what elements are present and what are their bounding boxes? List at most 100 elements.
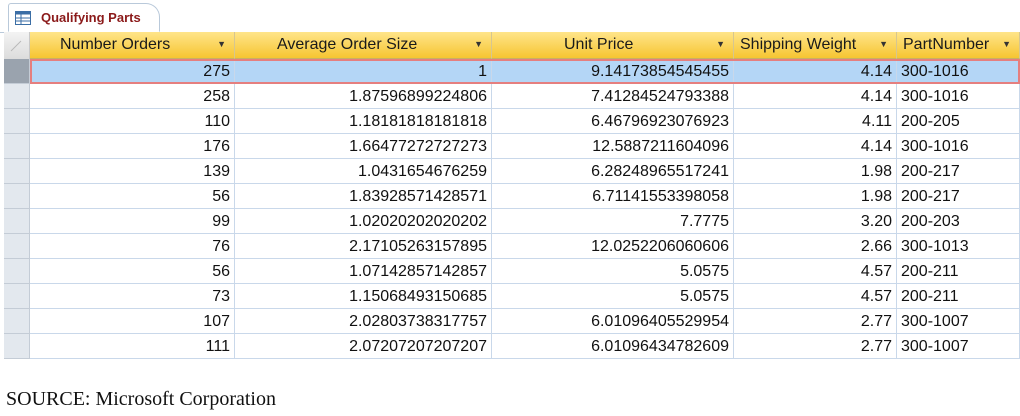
cell-number-orders[interactable]: 73	[30, 284, 235, 309]
cell-average-order-size[interactable]: 2.07207207207207	[235, 334, 492, 359]
cell-average-order-size[interactable]: 1.07142857142857	[235, 259, 492, 284]
cell-number-orders[interactable]: 110	[30, 109, 235, 134]
cell-partnumber[interactable]: 300-1016	[897, 84, 1020, 109]
cell-partnumber[interactable]: 300-1016	[897, 134, 1020, 159]
column-header-shipping-weight[interactable]: Shipping Weight ▼	[734, 32, 897, 59]
table-row[interactable]: 76 2.17105263157895 12.0252206060606 2.66 30…	[4, 234, 1020, 259]
table-row[interactable]: 110 1.18181818181818 6.46796923076923 4.11 2…	[4, 109, 1020, 134]
cell-shipping-weight[interactable]: 4.57	[734, 259, 897, 284]
select-all-corner[interactable]	[4, 32, 30, 59]
cell-number-orders[interactable]: 258	[30, 84, 235, 109]
cell-shipping-weight[interactable]: 2.77	[734, 309, 897, 334]
cell-partnumber[interactable]: 200-217	[897, 184, 1020, 209]
cell-shipping-weight[interactable]: 4.14	[734, 134, 897, 159]
cell-partnumber[interactable]: 200-217	[897, 159, 1020, 184]
row-selector[interactable]	[4, 59, 30, 84]
cell-shipping-weight[interactable]: 4.57	[734, 284, 897, 309]
table-row[interactable]: 275 1 9.14173854545455 4.14 300-1016	[4, 59, 1020, 84]
table-row[interactable]: 56 1.07142857142857 5.0575 4.57 200-211	[4, 259, 1020, 284]
cell-unit-price[interactable]: 6.01096405529954	[492, 309, 734, 334]
row-selector[interactable]	[4, 334, 30, 359]
cell-unit-price[interactable]: 5.0575	[492, 259, 734, 284]
cell-number-orders[interactable]: 275	[30, 59, 235, 84]
cell-shipping-weight[interactable]: 3.20	[734, 209, 897, 234]
cell-partnumber[interactable]: 300-1007	[897, 334, 1020, 359]
cell-average-order-size[interactable]: 1.83928571428571	[235, 184, 492, 209]
column-header-partnumber[interactable]: PartNumber ▼	[897, 32, 1020, 59]
cell-number-orders[interactable]: 139	[30, 159, 235, 184]
row-selector[interactable]	[4, 259, 30, 284]
row-selector[interactable]	[4, 234, 30, 259]
cell-partnumber[interactable]: 200-211	[897, 284, 1020, 309]
column-header-average-order-size[interactable]: Average Order Size ▼	[235, 32, 492, 59]
cell-number-orders[interactable]: 107	[30, 309, 235, 334]
column-header-number-orders[interactable]: Number Orders ▼	[30, 32, 235, 59]
cell-partnumber[interactable]: 200-211	[897, 259, 1020, 284]
cell-number-orders[interactable]: 76	[30, 234, 235, 259]
cell-partnumber[interactable]: 300-1013	[897, 234, 1020, 259]
cell-average-order-size[interactable]: 1.0431654676259	[235, 159, 492, 184]
row-selector[interactable]	[4, 109, 30, 134]
column-header-label: PartNumber	[903, 36, 990, 53]
cell-average-order-size[interactable]: 1.87596899224806	[235, 84, 492, 109]
cell-number-orders[interactable]: 56	[30, 184, 235, 209]
cell-shipping-weight[interactable]: 4.11	[734, 109, 897, 134]
cell-number-orders[interactable]: 99	[30, 209, 235, 234]
cell-partnumber[interactable]: 200-203	[897, 209, 1020, 234]
cell-unit-price[interactable]: 6.28248965517241	[492, 159, 734, 184]
dropdown-arrow-icon[interactable]: ▼	[716, 39, 725, 49]
table-row[interactable]: 99 1.02020202020202 7.7775 3.20 200-203	[4, 209, 1020, 234]
row-selector[interactable]	[4, 184, 30, 209]
cell-unit-price[interactable]: 12.5887211604096	[492, 134, 734, 159]
cell-unit-price[interactable]: 12.0252206060606	[492, 234, 734, 259]
cell-unit-price[interactable]: 6.01096434782609	[492, 334, 734, 359]
table-row[interactable]: 258 1.87596899224806 7.41284524793388 4.14 3…	[4, 84, 1020, 109]
cell-number-orders[interactable]: 176	[30, 134, 235, 159]
cell-partnumber[interactable]: 200-205	[897, 109, 1020, 134]
cell-unit-price[interactable]: 7.7775	[492, 209, 734, 234]
cell-shipping-weight[interactable]: 4.14	[734, 59, 897, 84]
row-selector[interactable]	[4, 284, 30, 309]
column-header-row: Number Orders ▼ Average Order Size ▼ Uni…	[4, 32, 1020, 59]
cell-unit-price[interactable]: 9.14173854545455	[492, 59, 734, 84]
cell-partnumber[interactable]: 300-1007	[897, 309, 1020, 334]
cell-average-order-size[interactable]: 1.18181818181818	[235, 109, 492, 134]
datasheet-grid: Number Orders ▼ Average Order Size ▼ Uni…	[4, 32, 1020, 362]
row-selector[interactable]	[4, 84, 30, 109]
table-row[interactable]: 107 2.02803738317757 6.01096405529954 2.77 3…	[4, 309, 1020, 334]
cell-shipping-weight[interactable]: 4.14	[734, 84, 897, 109]
cell-average-order-size[interactable]: 2.17105263157895	[235, 234, 492, 259]
cell-unit-price[interactable]: 6.71141553398058	[492, 184, 734, 209]
cell-unit-price[interactable]: 7.41284524793388	[492, 84, 734, 109]
cell-shipping-weight[interactable]: 2.77	[734, 334, 897, 359]
table-row[interactable]: 111 2.07207207207207 6.01096434782609 2.77 3…	[4, 334, 1020, 359]
cell-shipping-weight[interactable]: 1.98	[734, 184, 897, 209]
cell-number-orders[interactable]: 56	[30, 259, 235, 284]
dropdown-arrow-icon[interactable]: ▼	[474, 39, 483, 49]
cell-average-order-size[interactable]: 1.66477272727273	[235, 134, 492, 159]
row-selector[interactable]	[4, 159, 30, 184]
cell-unit-price[interactable]: 6.46796923076923	[492, 109, 734, 134]
row-selector[interactable]	[4, 309, 30, 334]
row-selector[interactable]	[4, 134, 30, 159]
table-row[interactable]: 176 1.66477272727273 12.5887211604096 4.14 3…	[4, 134, 1020, 159]
cell-shipping-weight[interactable]: 1.98	[734, 159, 897, 184]
cell-average-order-size[interactable]: 1	[235, 59, 492, 84]
cell-average-order-size[interactable]: 1.02020202020202	[235, 209, 492, 234]
column-header-unit-price[interactable]: Unit Price ▼	[492, 32, 734, 59]
tab-qualifying-parts[interactable]: Qualifying Parts	[8, 3, 160, 32]
dropdown-arrow-icon[interactable]: ▼	[217, 39, 226, 49]
dropdown-arrow-icon[interactable]: ▼	[879, 39, 888, 49]
cell-number-orders[interactable]: 111	[30, 334, 235, 359]
row-selector[interactable]	[4, 209, 30, 234]
cell-partnumber[interactable]: 300-1016	[897, 59, 1020, 84]
select-all-icon	[10, 40, 22, 52]
dropdown-arrow-icon[interactable]: ▼	[1002, 39, 1011, 49]
cell-shipping-weight[interactable]: 2.66	[734, 234, 897, 259]
table-row[interactable]: 56 1.83928571428571 6.71141553398058 1.98 20…	[4, 184, 1020, 209]
table-row[interactable]: 139 1.0431654676259 6.28248965517241 1.98 20…	[4, 159, 1020, 184]
table-row[interactable]: 73 1.15068493150685 5.0575 4.57 200-211	[4, 284, 1020, 309]
cell-average-order-size[interactable]: 2.02803738317757	[235, 309, 492, 334]
cell-unit-price[interactable]: 5.0575	[492, 284, 734, 309]
cell-average-order-size[interactable]: 1.15068493150685	[235, 284, 492, 309]
